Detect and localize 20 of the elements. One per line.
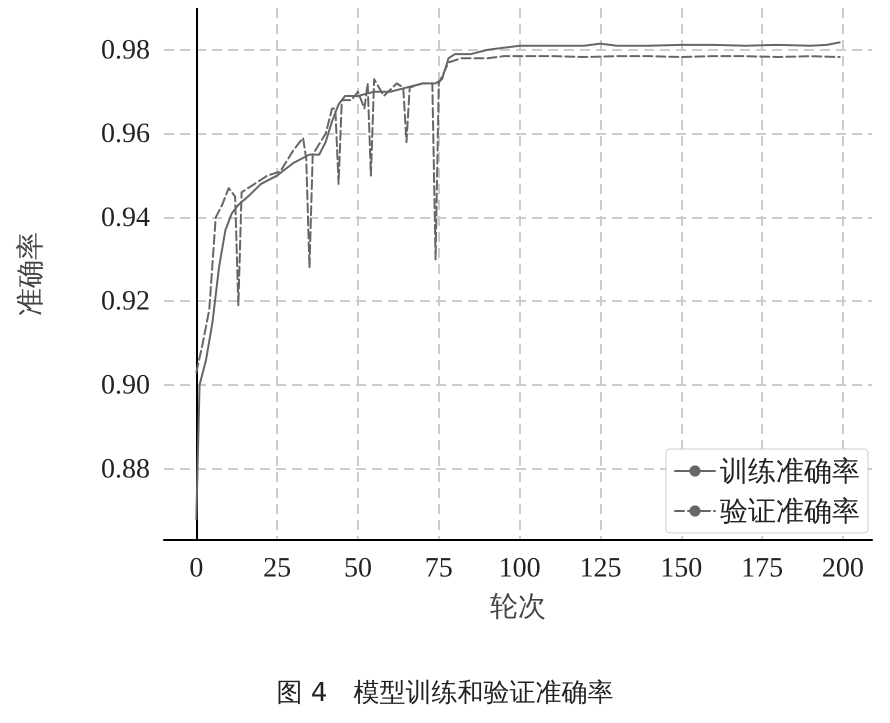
x-tick-label: 50 [344, 552, 372, 584]
x-tick-label: 150 [660, 552, 702, 584]
x-tick-label: 75 [424, 552, 453, 584]
y-axis-title: 准确率 [14, 232, 46, 316]
x-tick-label: 125 [579, 552, 622, 584]
y-tick-label: 0.92 [101, 286, 150, 317]
x-tick-label: 200 [822, 552, 864, 584]
legend-label: 验证准确率 [720, 494, 860, 528]
y-tick-label: 0.96 [101, 118, 150, 150]
x-axis-title: 轮次 [490, 590, 546, 622]
text: 图 4 模型训练和验证准确率 [276, 678, 614, 708]
y-tick-label: 0.94 [101, 202, 150, 233]
y-tick-label: 0.98 [101, 34, 150, 66]
x-tick-label: 100 [498, 552, 541, 584]
x-tick-label: 0 [189, 552, 204, 584]
y-tick-label: 0.90 [101, 370, 150, 401]
x-tick-label: 25 [263, 552, 292, 584]
y-tick-label: 0.88 [101, 453, 150, 484]
x-tick-label: 175 [741, 552, 784, 584]
legend-label: 训练准确率 [720, 454, 860, 488]
